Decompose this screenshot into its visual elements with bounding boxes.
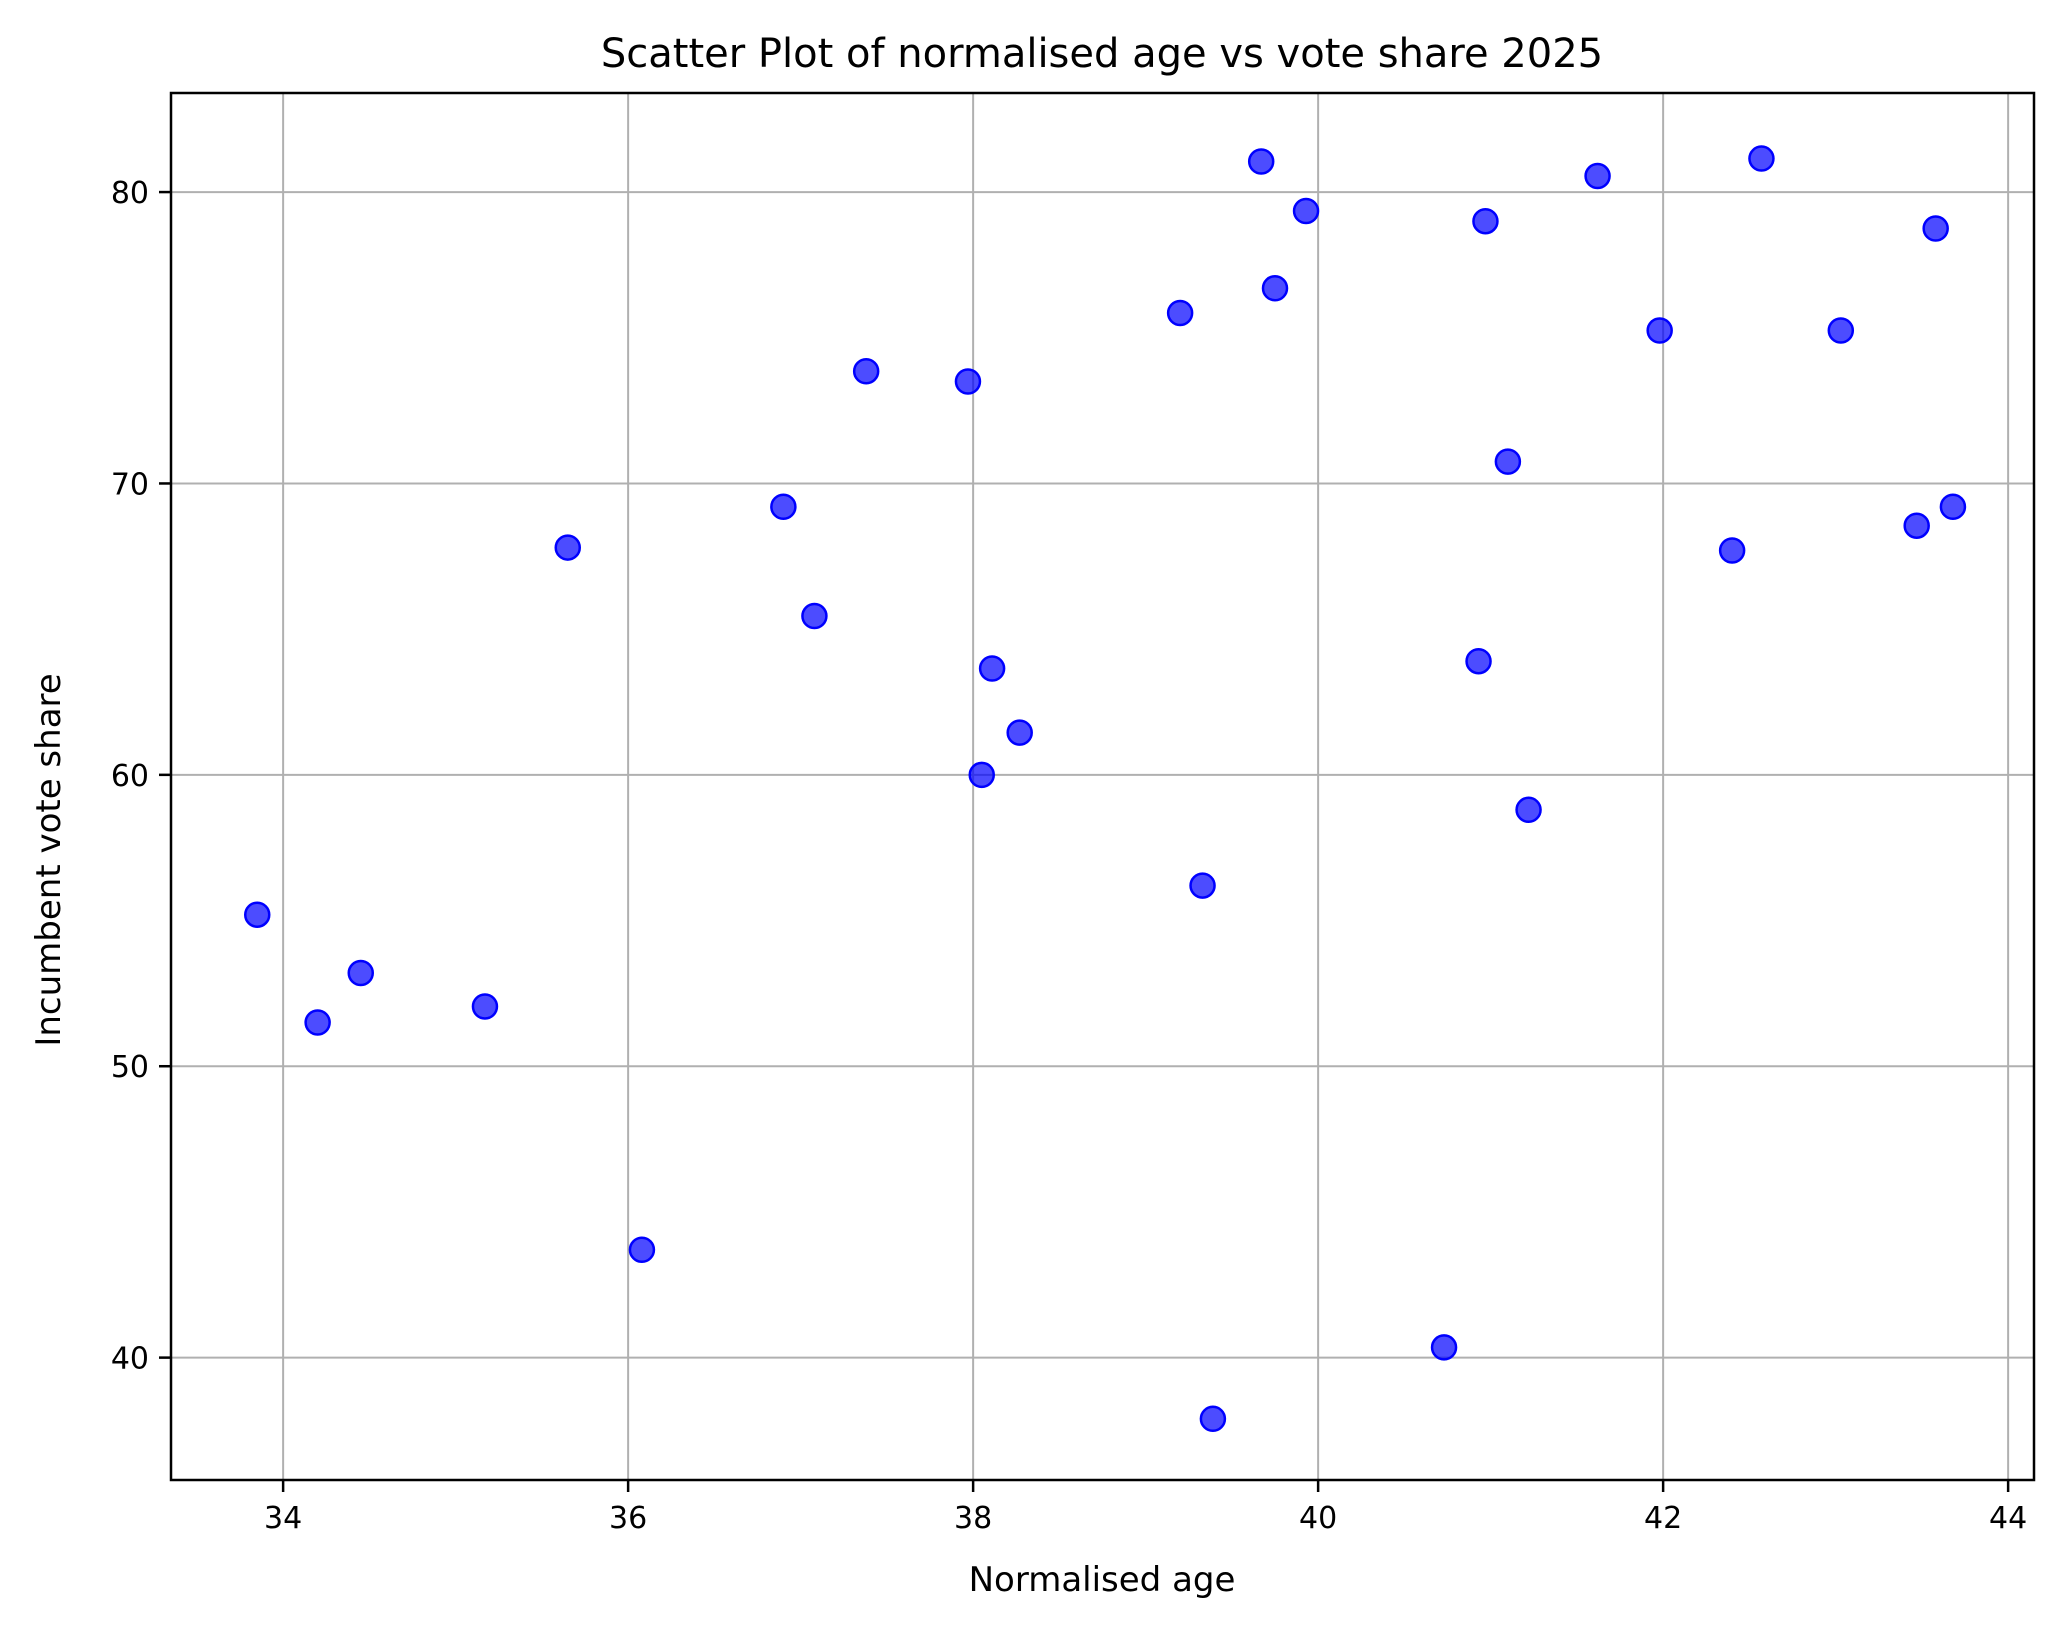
scatter-point (1646, 317, 1673, 344)
scatter-point (1261, 274, 1289, 302)
scatter-point (347, 959, 374, 987)
x-tick-label: 40 (1299, 1501, 1337, 1536)
y-tick-label: 60 (111, 759, 149, 794)
scatter-point (801, 602, 828, 630)
x-tick-label: 36 (609, 1501, 647, 1536)
scatter-point (954, 368, 982, 395)
x-tick-label: 38 (954, 1501, 992, 1536)
grid-layer (171, 93, 2034, 1480)
x-tick-label: 34 (264, 1501, 302, 1536)
y-tick-label: 80 (111, 176, 149, 211)
scatter-point (304, 1009, 331, 1036)
scatter-point (1472, 207, 1499, 235)
scatter-point (978, 655, 1006, 682)
scatter-point (1922, 215, 1949, 242)
scatter-point (1465, 647, 1492, 675)
x-axis-label: Normalised age (969, 1560, 1236, 1600)
scatter-point (968, 761, 995, 789)
chart-title: Scatter Plot of normalised age vs vote s… (601, 31, 1603, 77)
scatter-point (1292, 197, 1320, 225)
scatter-point (554, 534, 581, 561)
y-axis-label: Incumbent vote share (29, 673, 69, 1046)
ticks-layer: 34 36 38 40 42 44 40 50 60 70 80 (111, 176, 2027, 1536)
points-layer (244, 145, 1967, 1433)
scatter-point (1718, 537, 1746, 564)
x-tick-label: 44 (1989, 1501, 2027, 1536)
scatter-point (1430, 1334, 1458, 1361)
y-tick-label: 50 (111, 1050, 149, 1085)
scatter-point (770, 493, 797, 521)
scatter-point (1584, 162, 1611, 190)
scatter-point (1247, 148, 1275, 175)
scatter-point (628, 1236, 656, 1264)
scatter-point (1827, 317, 1855, 344)
scatter-point (1748, 145, 1775, 172)
x-tick-label: 42 (1644, 1501, 1682, 1536)
y-tick-label: 40 (111, 1342, 149, 1377)
scatter-point (1903, 512, 1930, 539)
scatter-point (1006, 719, 1033, 746)
scatter-point (1166, 299, 1194, 327)
scatter-point (1189, 872, 1216, 899)
scatter-point (1515, 796, 1542, 824)
plot-frame (169, 91, 2036, 1482)
y-tick-label: 70 (111, 467, 149, 502)
scatter-point (1939, 493, 1967, 521)
scatter-point (852, 358, 880, 385)
scatter-point (244, 901, 271, 928)
scatter-point (1494, 448, 1522, 475)
scatter-point (1199, 1405, 1227, 1433)
scatter-point (471, 993, 499, 1020)
